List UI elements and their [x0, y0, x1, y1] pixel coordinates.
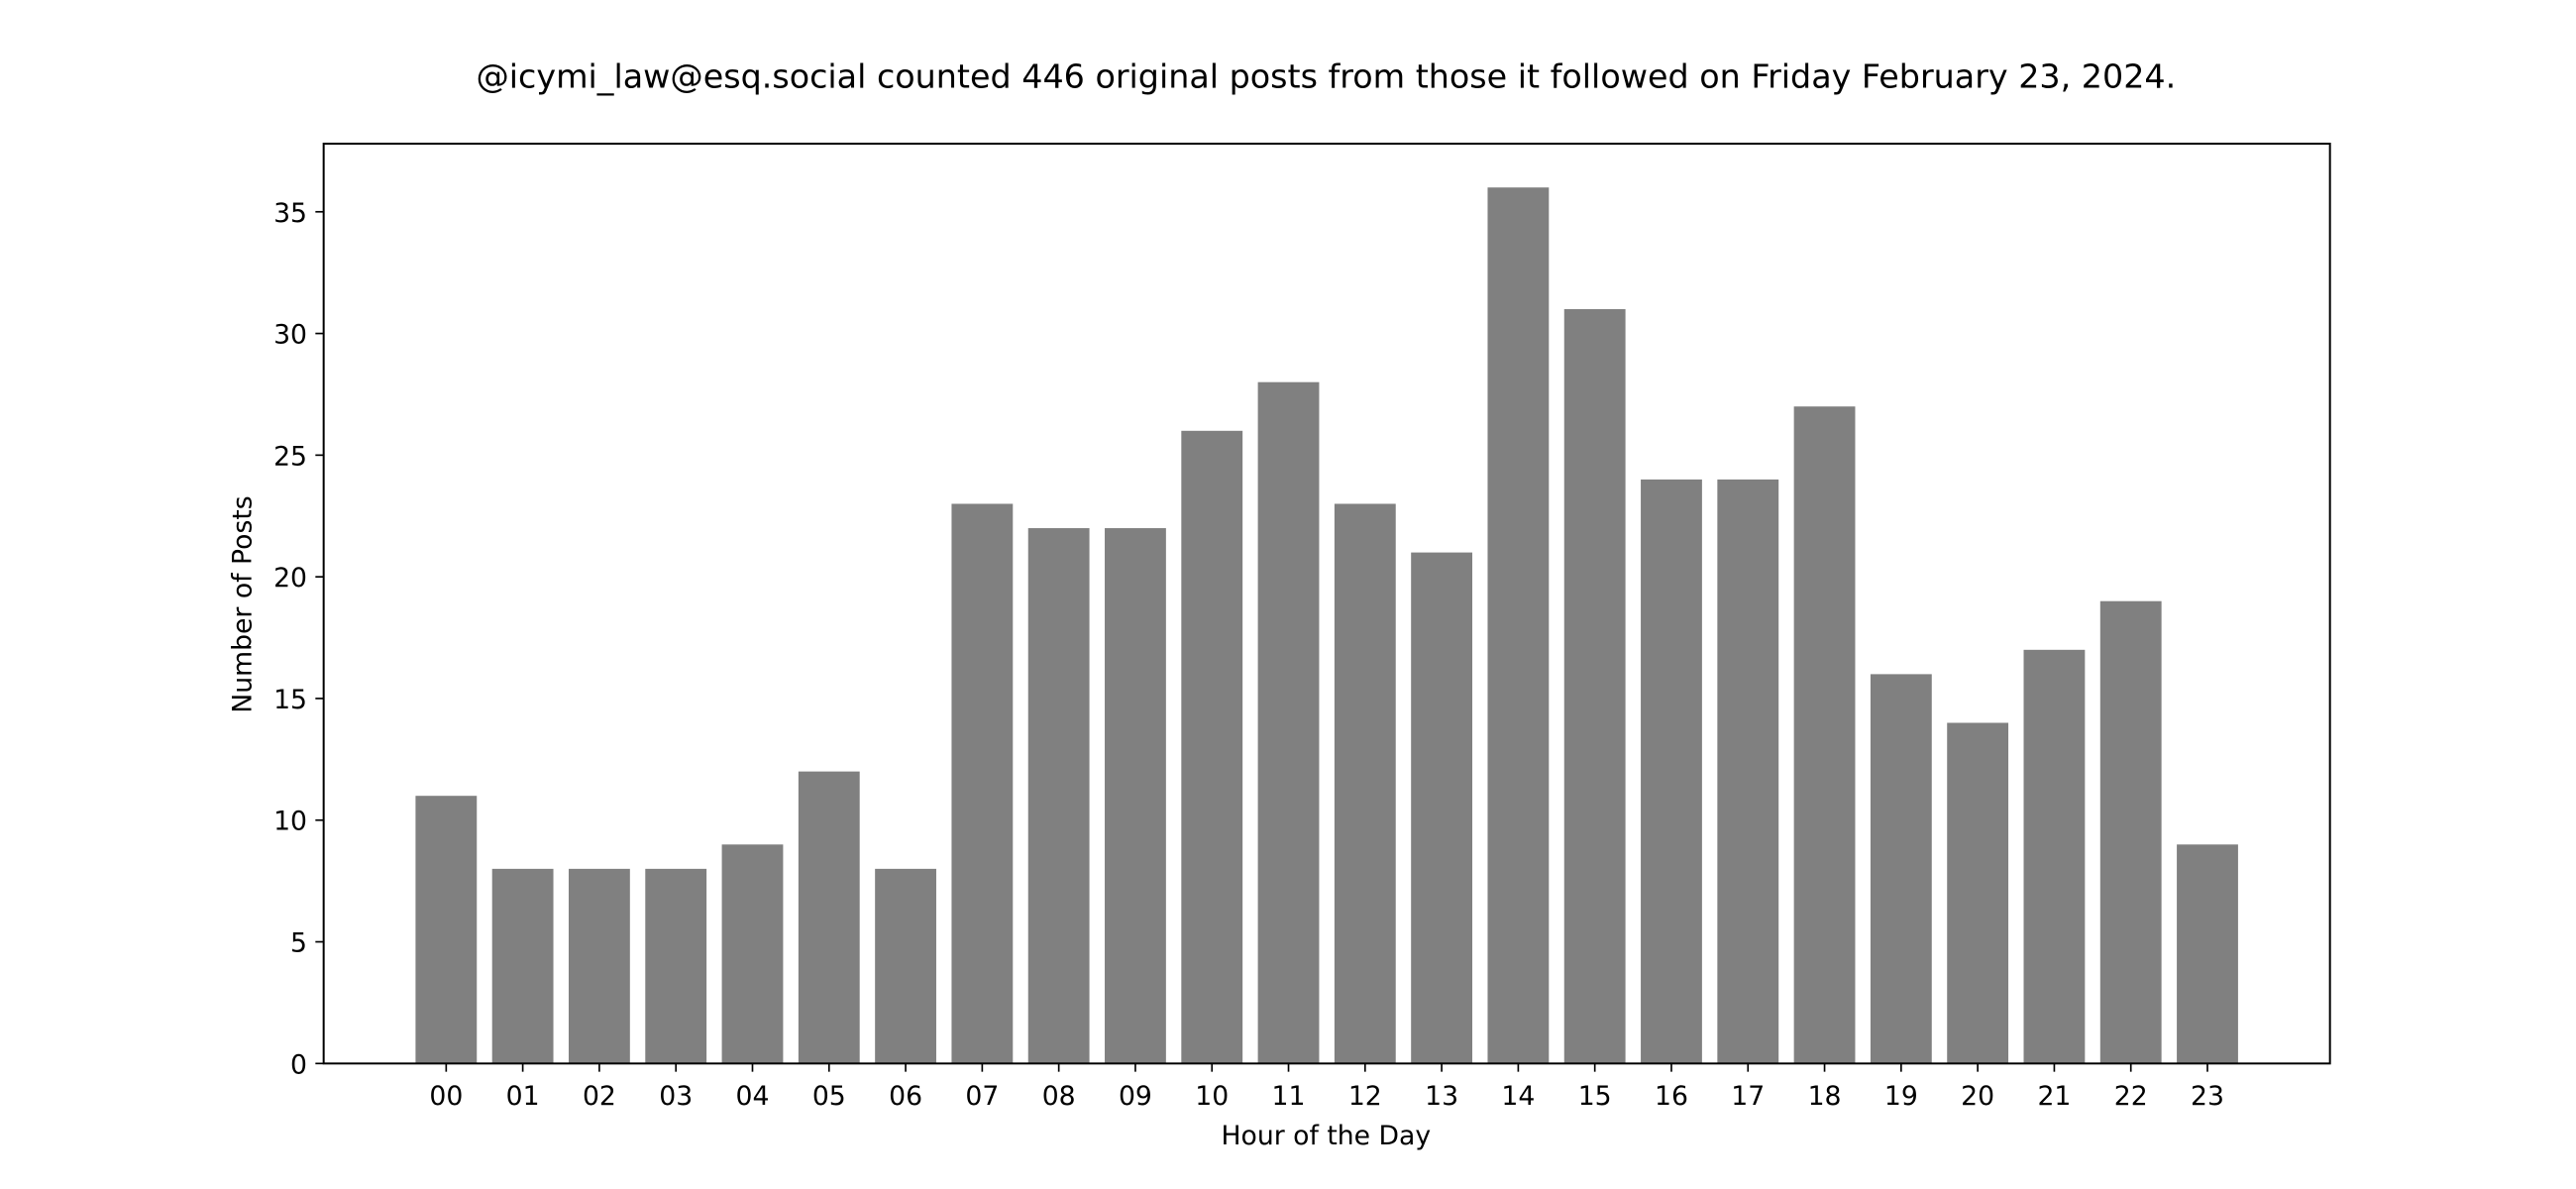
x-tick-label: 04 — [736, 1081, 770, 1112]
x-tick-label: 23 — [2191, 1081, 2224, 1112]
y-tick-label: 15 — [273, 685, 307, 715]
chart-title: @icymi_law@esq.social counted 446 origin… — [476, 56, 2176, 95]
x-tick-label: 06 — [889, 1081, 922, 1112]
bar-12 — [1334, 503, 1396, 1064]
x-tick-label: 03 — [659, 1081, 693, 1112]
bar-08 — [1027, 528, 1090, 1064]
x-tick-label: 12 — [1348, 1081, 1382, 1112]
y-tick-label: 10 — [273, 807, 307, 837]
x-tick-label: 15 — [1578, 1081, 1612, 1112]
bar-21 — [2023, 649, 2086, 1064]
x-tick-label: 21 — [2037, 1081, 2071, 1112]
x-tick-label: 02 — [583, 1081, 616, 1112]
bar-07 — [951, 503, 1014, 1064]
plot-frame — [322, 143, 2331, 1065]
x-axis-label: Hour of the Day — [1221, 1121, 1431, 1151]
bar-00 — [415, 796, 478, 1064]
x-tick-label: 14 — [1501, 1081, 1535, 1112]
y-tick-label: 20 — [273, 563, 307, 594]
bar-23 — [2177, 844, 2238, 1064]
bar-03 — [645, 868, 707, 1064]
x-tick-label: 01 — [506, 1081, 540, 1112]
bar-22 — [2099, 600, 2162, 1064]
x-tick-label: 07 — [965, 1081, 999, 1112]
x-tick-label: 08 — [1042, 1081, 1076, 1112]
bar-11 — [1257, 381, 1320, 1064]
y-tick-label: 30 — [273, 320, 307, 351]
x-tick-label: 17 — [1731, 1081, 1765, 1112]
x-tick-label: 19 — [1884, 1081, 1918, 1112]
x-tick-label: 10 — [1195, 1081, 1229, 1112]
bar-17 — [1717, 479, 1779, 1064]
bar-04 — [721, 844, 784, 1064]
x-tick-label: 13 — [1425, 1081, 1458, 1112]
bar-09 — [1105, 528, 1166, 1064]
x-tick-label: 00 — [429, 1081, 463, 1112]
bar-15 — [1563, 309, 1626, 1064]
x-tick-label: 05 — [812, 1081, 846, 1112]
x-tick-label: 16 — [1655, 1081, 1688, 1112]
y-tick-label: 25 — [273, 441, 307, 472]
bar-05 — [798, 771, 860, 1064]
bar-06 — [875, 868, 936, 1064]
y-tick-label: 35 — [273, 198, 307, 229]
bar-02 — [568, 868, 630, 1064]
x-tick-label: 09 — [1119, 1081, 1152, 1112]
x-tick-label: 20 — [1961, 1081, 1994, 1112]
bar-19 — [1870, 674, 1932, 1064]
x-tick-label: 22 — [2114, 1081, 2148, 1112]
bar-10 — [1181, 430, 1243, 1064]
x-tick-label: 18 — [1808, 1081, 1842, 1112]
bar-20 — [1947, 722, 2009, 1064]
y-tick-label: 5 — [290, 928, 307, 959]
y-tick-label: 0 — [290, 1049, 307, 1080]
y-axis-label: Number of Posts — [227, 495, 258, 712]
bar-18 — [1793, 406, 1856, 1064]
bar-16 — [1641, 479, 1702, 1064]
bar-01 — [491, 868, 554, 1064]
x-tick-label: 11 — [1272, 1081, 1306, 1112]
bar-13 — [1411, 552, 1473, 1064]
bar-14 — [1487, 187, 1550, 1064]
